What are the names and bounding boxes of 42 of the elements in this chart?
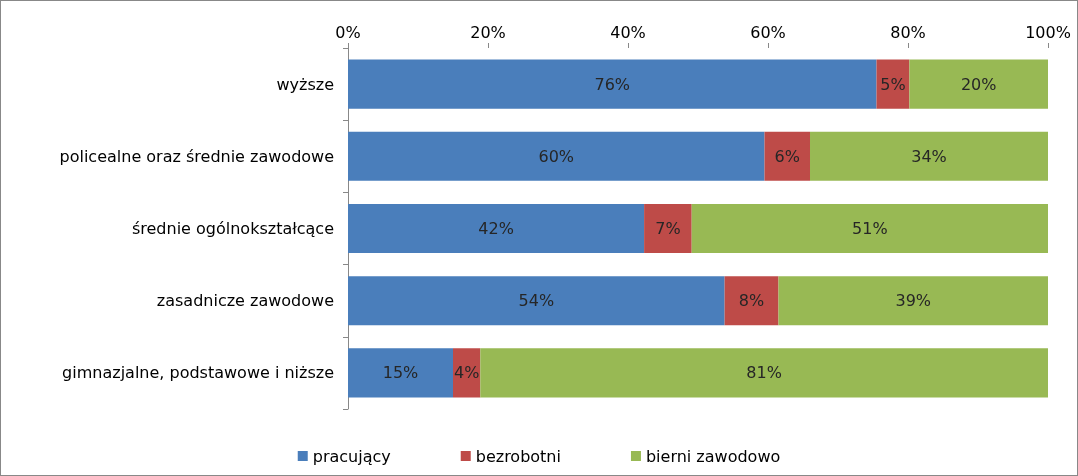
x-tick-label: 80% [890,22,926,42]
y-tick-label: średnie ogólnokształcące [131,219,334,238]
bar [348,348,453,398]
y-tick-label: policealne oraz średnie zawodowe [59,146,334,166]
bar [348,131,765,181]
data-label: 76% [594,74,631,94]
data-label: 81% [746,363,782,383]
bar [644,203,692,254]
data-label: 15% [382,363,419,383]
y-tick-label: wyższe [276,74,334,94]
data-label: 6% [774,146,800,166]
data-label: 34% [911,146,947,166]
x-tick-label: 20% [470,22,506,42]
bar [724,276,779,326]
bar [348,59,877,109]
x-tick-label: 60% [750,22,786,42]
data-label: 5% [880,74,906,94]
x-tick-label: 40% [610,22,646,42]
bar [348,203,645,254]
bar [480,348,1048,398]
data-label: 7% [655,219,681,238]
bar [691,203,1048,254]
y-tick-label: gimnazjalne, podstawowe i niższe [62,363,334,383]
bar [909,59,1048,109]
data-label: 39% [895,291,932,311]
bar [778,276,1048,326]
data-label: 20% [960,74,997,94]
x-tick-label: 100% [1025,22,1071,42]
bar [764,131,810,181]
bar [810,131,1048,181]
data-label: 54% [518,291,555,311]
x-tick-label: 0% [335,22,361,42]
y-tick-label: zasadnicze zawodowe [156,291,334,311]
data-label: 8% [738,291,765,311]
data-label: 60% [538,146,575,166]
legend-label: pracujący [312,446,391,466]
data-label: 42% [478,219,514,238]
legend-label: bezrobotni [475,446,561,466]
bar [348,276,725,326]
data-label: 51% [852,219,888,238]
data-label: 4% [453,363,480,383]
legend-label: bierni zawodowo [645,446,781,466]
